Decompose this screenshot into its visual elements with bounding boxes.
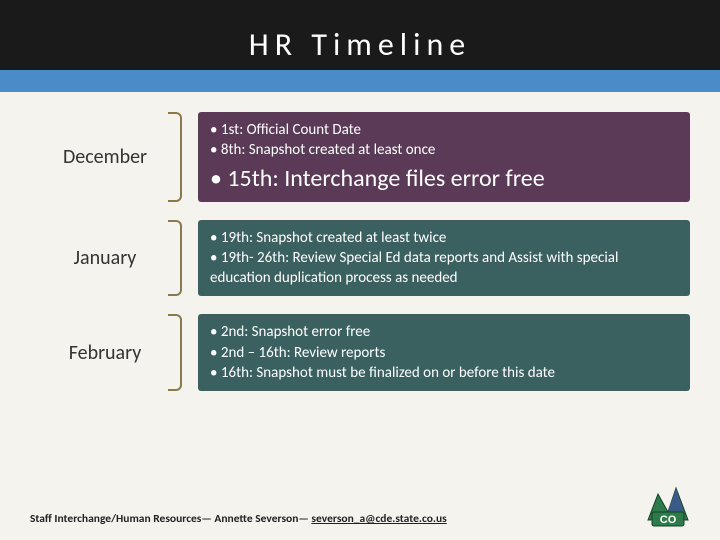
bullet-item: • 19th- 26th: Review Special Ed data rep…: [210, 248, 678, 289]
timeline-row-february: February • 2nd: Snapshot error free • 2n…: [30, 314, 690, 391]
content-card-january: • 19th: Snapshot created at least twice …: [198, 220, 690, 297]
bullet-text: 16th: Snapshot must be finalized on or b…: [221, 364, 555, 382]
bullet-text: 1st: Official Count Date: [221, 121, 361, 139]
bullet-item-large: • 15th: Interchange files error free: [210, 163, 678, 194]
bullet-item: • 2nd: Snapshot error free: [210, 322, 678, 342]
month-column: February: [30, 314, 180, 391]
header: HR Timeline: [0, 0, 720, 92]
month-label: December: [63, 145, 147, 169]
content-card-february: • 2nd: Snapshot error free • 2nd – 16th:…: [198, 314, 690, 391]
month-column: January: [30, 220, 180, 297]
bracket-icon: [168, 314, 182, 391]
month-label: February: [69, 341, 142, 365]
page-title: HR Timeline: [249, 25, 471, 64]
bracket-icon: [168, 220, 182, 297]
bullet-item: • 2nd – 16th: Review reports: [210, 343, 678, 363]
month-column: December: [30, 112, 180, 202]
bullet-text: 15th: Interchange files error free: [227, 164, 544, 193]
footer-email: severson_a@cde.state.co.us: [311, 512, 446, 526]
bullet-text: 2nd – 16th: Review reports: [221, 344, 386, 362]
footer-attribution: Staff Interchange/Human Resources— Annet…: [30, 512, 447, 526]
bullet-text: 2nd: Snapshot error free: [221, 323, 370, 341]
bullet-text: 19th- 26th: Review Special Ed data repor…: [210, 249, 618, 287]
header-dark-band: HR Timeline: [0, 0, 720, 70]
month-label: January: [74, 246, 137, 270]
bullet-item: • 16th: Snapshot must be finalized on or…: [210, 363, 678, 383]
badge-text: CO: [660, 514, 677, 526]
colorado-badge-icon: CO: [638, 482, 698, 530]
bullet-item: • 1st: Official Count Date: [210, 120, 678, 140]
footer-text: Staff Interchange/Human Resources— Annet…: [30, 512, 311, 526]
bullet-item: • 19th: Snapshot created at least twice: [210, 228, 678, 248]
timeline-row-january: January • 19th: Snapshot created at leas…: [30, 220, 690, 297]
bracket-icon: [168, 112, 182, 202]
bullet-item: • 8th: Snapshot created at least once: [210, 140, 678, 160]
timeline-row-december: December • 1st: Official Count Date • 8t…: [30, 112, 690, 202]
content-card-december: • 1st: Official Count Date • 8th: Snapsh…: [198, 112, 690, 202]
bullet-text: 19th: Snapshot created at least twice: [221, 229, 447, 247]
bullet-text: 8th: Snapshot created at least once: [221, 141, 436, 159]
header-blue-band: [0, 70, 720, 92]
timeline: December • 1st: Official Count Date • 8t…: [0, 92, 720, 391]
